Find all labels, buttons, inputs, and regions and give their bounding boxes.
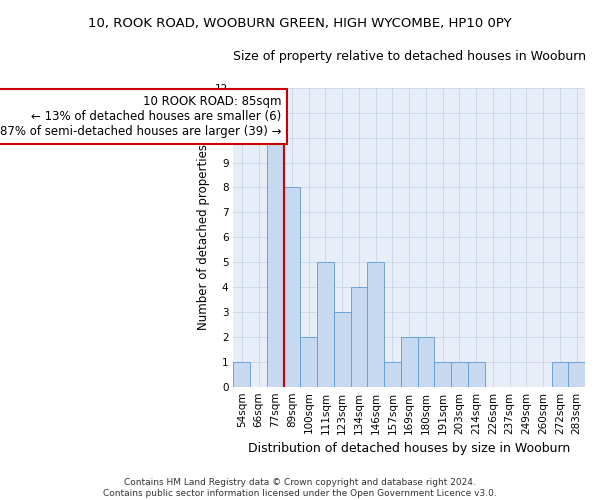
Bar (301, 337, 317, 386)
Bar (384, 362, 401, 386)
Bar (551, 362, 568, 386)
Bar (267, 138, 284, 386)
Y-axis label: Number of detached properties: Number of detached properties (197, 144, 210, 330)
Bar (434, 362, 451, 386)
Bar (367, 262, 384, 386)
Title: Size of property relative to detached houses in Wooburn: Size of property relative to detached ho… (233, 50, 586, 63)
Text: Contains HM Land Registry data © Crown copyright and database right 2024.
Contai: Contains HM Land Registry data © Crown c… (103, 478, 497, 498)
Bar (451, 362, 468, 386)
Text: 10 ROOK ROAD: 85sqm
← 13% of detached houses are smaller (6)
87% of semi-detache: 10 ROOK ROAD: 85sqm ← 13% of detached ho… (0, 96, 281, 138)
Bar (418, 337, 434, 386)
Bar (317, 262, 334, 386)
Bar (350, 287, 367, 386)
Bar (468, 362, 485, 386)
Bar (401, 337, 418, 386)
Bar (568, 362, 585, 386)
Bar (284, 188, 301, 386)
Text: 10, ROOK ROAD, WOOBURN GREEN, HIGH WYCOMBE, HP10 0PY: 10, ROOK ROAD, WOOBURN GREEN, HIGH WYCOM… (88, 18, 512, 30)
Bar (233, 362, 250, 386)
X-axis label: Distribution of detached houses by size in Wooburn: Distribution of detached houses by size … (248, 442, 571, 455)
Bar (334, 312, 350, 386)
